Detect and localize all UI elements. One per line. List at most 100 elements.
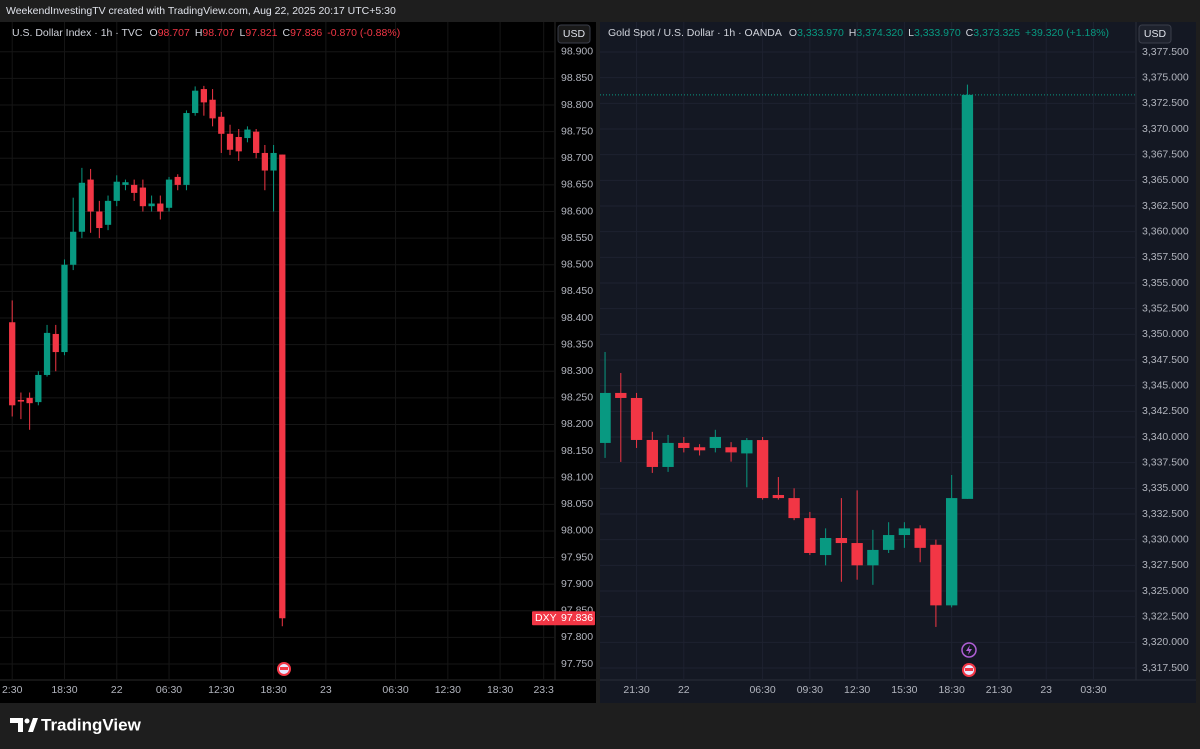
y-tick-label: 3,332.500 bbox=[1142, 508, 1189, 520]
candle-body bbox=[226, 133, 234, 150]
legend-key: L bbox=[908, 27, 914, 39]
y-tick-label: 3,365.000 bbox=[1142, 174, 1189, 186]
legend-key: O bbox=[150, 27, 158, 39]
candle-body bbox=[131, 184, 138, 193]
y-tick-label: 3,352.500 bbox=[1142, 302, 1189, 314]
price-badge-value: 97.836 bbox=[561, 612, 593, 624]
y-tick-label: 98.100 bbox=[561, 471, 593, 483]
panel-right bbox=[600, 22, 1196, 703]
currency-label: USD bbox=[1144, 28, 1167, 40]
legend: Gold Spot / U.S. Dollar · 1h · OANDA O3,3… bbox=[608, 27, 1109, 39]
legend-title: U.S. Dollar Index · 1h · TVC bbox=[12, 27, 143, 39]
candle-body bbox=[61, 264, 68, 353]
candle-body bbox=[600, 392, 611, 443]
y-tick-label: 98.750 bbox=[561, 125, 593, 137]
y-tick-label: 3,340.000 bbox=[1142, 431, 1189, 443]
y-tick-label: 3,327.500 bbox=[1142, 559, 1189, 571]
y-tick-label: 97.750 bbox=[561, 658, 593, 670]
y-tick-label: 3,317.500 bbox=[1142, 662, 1189, 674]
candle-body bbox=[662, 442, 674, 467]
y-tick-label: 98.050 bbox=[561, 498, 593, 510]
y-tick-label: 3,347.500 bbox=[1142, 354, 1189, 366]
y-tick-label: 3,372.500 bbox=[1142, 97, 1189, 109]
legend-title: Gold Spot / U.S. Dollar · 1h · OANDA bbox=[608, 27, 782, 39]
y-tick-label: 3,350.000 bbox=[1142, 328, 1189, 340]
candle-body bbox=[851, 543, 863, 566]
y-tick-label: 3,357.500 bbox=[1142, 251, 1189, 263]
legend-value: 97.821 bbox=[245, 27, 277, 39]
candle-body bbox=[9, 322, 16, 406]
candle-body bbox=[165, 179, 173, 208]
legend-value: 3,374.320 bbox=[856, 27, 903, 39]
candle-body bbox=[270, 152, 277, 171]
price-badge-symbol: DXY bbox=[535, 612, 557, 624]
plot bbox=[600, 84, 1136, 627]
x-tick-label: 21:30 bbox=[623, 684, 649, 696]
y-tick-label: 98.250 bbox=[561, 392, 593, 404]
legend-change: +39.320 (+1.18%) bbox=[1025, 27, 1109, 39]
candle-body bbox=[35, 374, 42, 403]
candle-body bbox=[253, 131, 260, 153]
candle-body bbox=[709, 436, 722, 448]
x-tick-label: 18:30 bbox=[260, 684, 286, 696]
y-tick-label: 3,322.500 bbox=[1142, 610, 1189, 622]
x-tick-label: 21:30 bbox=[986, 684, 1012, 696]
candle-body bbox=[788, 498, 800, 519]
y-tick-label: 3,367.500 bbox=[1142, 148, 1189, 160]
x-tick-label: 18:30 bbox=[51, 684, 77, 696]
grid bbox=[0, 22, 555, 680]
candle-body bbox=[678, 442, 690, 448]
candle-body bbox=[70, 231, 77, 265]
candle-body bbox=[898, 528, 911, 536]
y-tick-label: 3,355.000 bbox=[1142, 277, 1189, 289]
candle-body bbox=[218, 116, 225, 134]
logo: TradingView bbox=[10, 715, 142, 734]
candle-body bbox=[261, 152, 269, 171]
legend-change: -0.870 (-0.88%) bbox=[327, 27, 400, 39]
candle-body bbox=[183, 113, 190, 185]
candle-body bbox=[725, 447, 737, 453]
y-tick-label: 3,345.000 bbox=[1142, 379, 1189, 391]
candle-body bbox=[148, 203, 155, 207]
y-tick-label: 98.400 bbox=[561, 312, 593, 324]
candle-body bbox=[122, 182, 129, 185]
y-tick-label: 98.650 bbox=[561, 179, 593, 191]
y-tick-label: 98.200 bbox=[561, 418, 593, 430]
candle-body bbox=[615, 392, 627, 398]
legend-key: L bbox=[240, 27, 246, 39]
y-tick-label: 3,362.500 bbox=[1142, 200, 1189, 212]
grid bbox=[600, 22, 1136, 680]
y-tick-label: 97.800 bbox=[561, 631, 593, 643]
x-tick-label: 12:30 bbox=[208, 684, 234, 696]
axes: 3,377.500 3,375.000 3,372.500 3,370.000 3,36… bbox=[608, 24, 1189, 696]
y-tick-label: 3,342.500 bbox=[1142, 405, 1189, 417]
y-tick-label: 98.150 bbox=[561, 445, 593, 457]
x-tick-label: 15:30 bbox=[891, 684, 917, 696]
x-tick-label: 09:30 bbox=[797, 684, 823, 696]
candle-body bbox=[139, 187, 147, 207]
legend-value: 3,333.970 bbox=[797, 27, 844, 39]
candle-body bbox=[930, 544, 942, 606]
x-tick-label: 03:30 bbox=[1080, 684, 1106, 696]
candle-body bbox=[630, 397, 643, 440]
y-tick-label: 98.900 bbox=[561, 46, 593, 58]
x-tick-label: 23:3 bbox=[533, 684, 554, 696]
candle-body bbox=[200, 89, 208, 103]
x-tick-label: 12:30 bbox=[844, 684, 870, 696]
y-tick-label: 97.950 bbox=[561, 551, 593, 563]
x-tick-label: 23 bbox=[320, 684, 332, 696]
candle-body bbox=[867, 549, 879, 566]
x-tick-label: 12:30 bbox=[435, 684, 461, 696]
candle-body bbox=[209, 99, 216, 119]
legend-key: C bbox=[966, 27, 974, 39]
panel-left bbox=[0, 22, 596, 703]
y-tick-label: 3,375.000 bbox=[1142, 71, 1189, 83]
candle-body bbox=[52, 333, 59, 353]
y-tick-label: 3,377.500 bbox=[1142, 46, 1189, 58]
legend-value: 98.707 bbox=[158, 27, 190, 39]
x-tick-label: 23 bbox=[1040, 684, 1052, 696]
candle-body bbox=[174, 176, 181, 185]
y-tick-label: 97.900 bbox=[561, 578, 593, 590]
